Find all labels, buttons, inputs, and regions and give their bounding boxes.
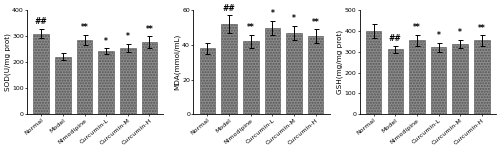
Bar	[98, 51, 114, 114]
Bar	[222, 24, 237, 114]
Bar	[388, 49, 403, 114]
Y-axis label: GSH(mg/mg prot): GSH(mg/mg prot)	[336, 30, 343, 94]
Bar	[34, 34, 49, 114]
Text: **: **	[478, 24, 486, 33]
Text: *: *	[126, 32, 130, 41]
Bar	[431, 47, 446, 114]
Y-axis label: MDA(mmol/mL): MDA(mmol/mL)	[174, 34, 180, 90]
Bar	[366, 31, 382, 114]
Bar	[200, 48, 215, 114]
Text: **: **	[247, 23, 254, 32]
Text: ##: ##	[222, 4, 235, 13]
Bar	[474, 40, 490, 114]
Text: *: *	[270, 9, 274, 18]
Bar	[120, 48, 136, 114]
Text: *: *	[104, 37, 108, 46]
Bar	[286, 33, 302, 114]
Text: ##: ##	[35, 17, 48, 26]
Bar	[142, 42, 157, 114]
Text: **: **	[413, 23, 421, 32]
Text: **: **	[146, 25, 154, 34]
Text: *: *	[436, 31, 440, 40]
Text: **: **	[312, 18, 320, 27]
Bar	[76, 40, 92, 114]
Bar	[243, 41, 258, 114]
Text: ##: ##	[389, 34, 402, 43]
Text: **: **	[80, 23, 88, 32]
Y-axis label: SOD(U/mg prot): SOD(U/mg prot)	[4, 33, 10, 91]
Bar	[308, 36, 324, 114]
Text: *: *	[292, 14, 296, 23]
Bar	[55, 57, 70, 114]
Text: *: *	[458, 28, 462, 37]
Bar	[409, 40, 424, 114]
Bar	[264, 28, 280, 114]
Bar	[452, 44, 468, 114]
